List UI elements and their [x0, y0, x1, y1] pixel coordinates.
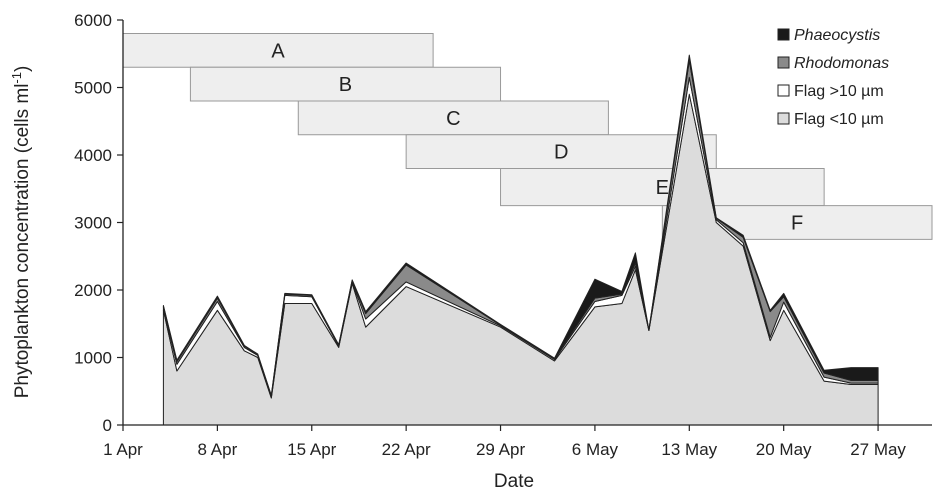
x-tick-label-27-may: 27 May	[850, 440, 906, 459]
period-label-f: F	[791, 213, 803, 235]
x-tick-label-6-may: 6 May	[572, 440, 619, 459]
axis-titles: Date Phytoplankton concentration (cells …	[9, 66, 534, 492]
period-box-c	[297, 100, 609, 136]
y-tick-label-5000: 5000	[74, 79, 112, 98]
y-tick-label-2000: 2000	[74, 281, 112, 300]
x-tick-label-20-may: 20 May	[756, 440, 812, 459]
period-label-c: C	[446, 108, 460, 130]
legend-label-flag-10-m: Flag <10 µm	[794, 111, 884, 128]
x-tick-label-13-may: 13 May	[661, 440, 717, 459]
axes: 0 1000 2000 3000 4000 5000 6000 1 Apr 8 Apr 15 Ap…	[74, 11, 932, 459]
legend-swatch-flag-10-m	[777, 112, 790, 125]
x-tick-label-15-apr: 15 Apr	[287, 440, 336, 459]
period-label-e: E	[656, 177, 669, 199]
period-box-a	[122, 33, 434, 68]
legend-label-flag-10-m: Flag >10 µm	[794, 83, 884, 100]
period-label-d: D	[554, 142, 568, 164]
legend-label-phaeocystis: Phaeocystis	[794, 27, 880, 44]
period-label-a: A	[271, 40, 285, 62]
legend-swatch-phaeocystis	[777, 28, 790, 41]
period-box-e	[500, 168, 825, 207]
x-tick-label-22-apr: 22 Apr	[382, 440, 431, 459]
y-tick-label-3000: 3000	[74, 214, 112, 233]
x-tick-label-1-apr: 1 Apr	[103, 440, 143, 459]
y-axis-title-main: Phytoplankton concentration (cells ml	[12, 84, 33, 399]
y-axis-title-close: )	[12, 66, 33, 72]
period-box-d	[405, 134, 717, 169]
legend-label-rhodomonas: Rhodomonas	[794, 55, 889, 72]
y-tick-label-4000: 4000	[74, 146, 112, 165]
y-tick-label-0: 0	[103, 416, 112, 435]
legend-swatch-rhodomonas	[777, 56, 790, 69]
x-axis-title: Date	[494, 471, 534, 492]
x-tick-label-29-apr: 29 Apr	[476, 440, 525, 459]
y-axis-title: Phytoplankton concentration (cells ml-1)	[9, 66, 33, 399]
y-axis-title-superscript: -1	[9, 72, 24, 84]
x-tick-label-8-apr: 8 Apr	[198, 440, 238, 459]
area-phaeocystis	[162, 54, 879, 397]
period-label-b: B	[339, 74, 352, 96]
legend: Phaeocystis Rhodomonas Flag >10 µm Flag <10…	[777, 27, 889, 128]
y-tick-label-1000: 1000	[74, 349, 112, 368]
y-tick-label-6000: 6000	[74, 11, 112, 30]
legend-swatch-flag-10-m	[777, 84, 790, 97]
